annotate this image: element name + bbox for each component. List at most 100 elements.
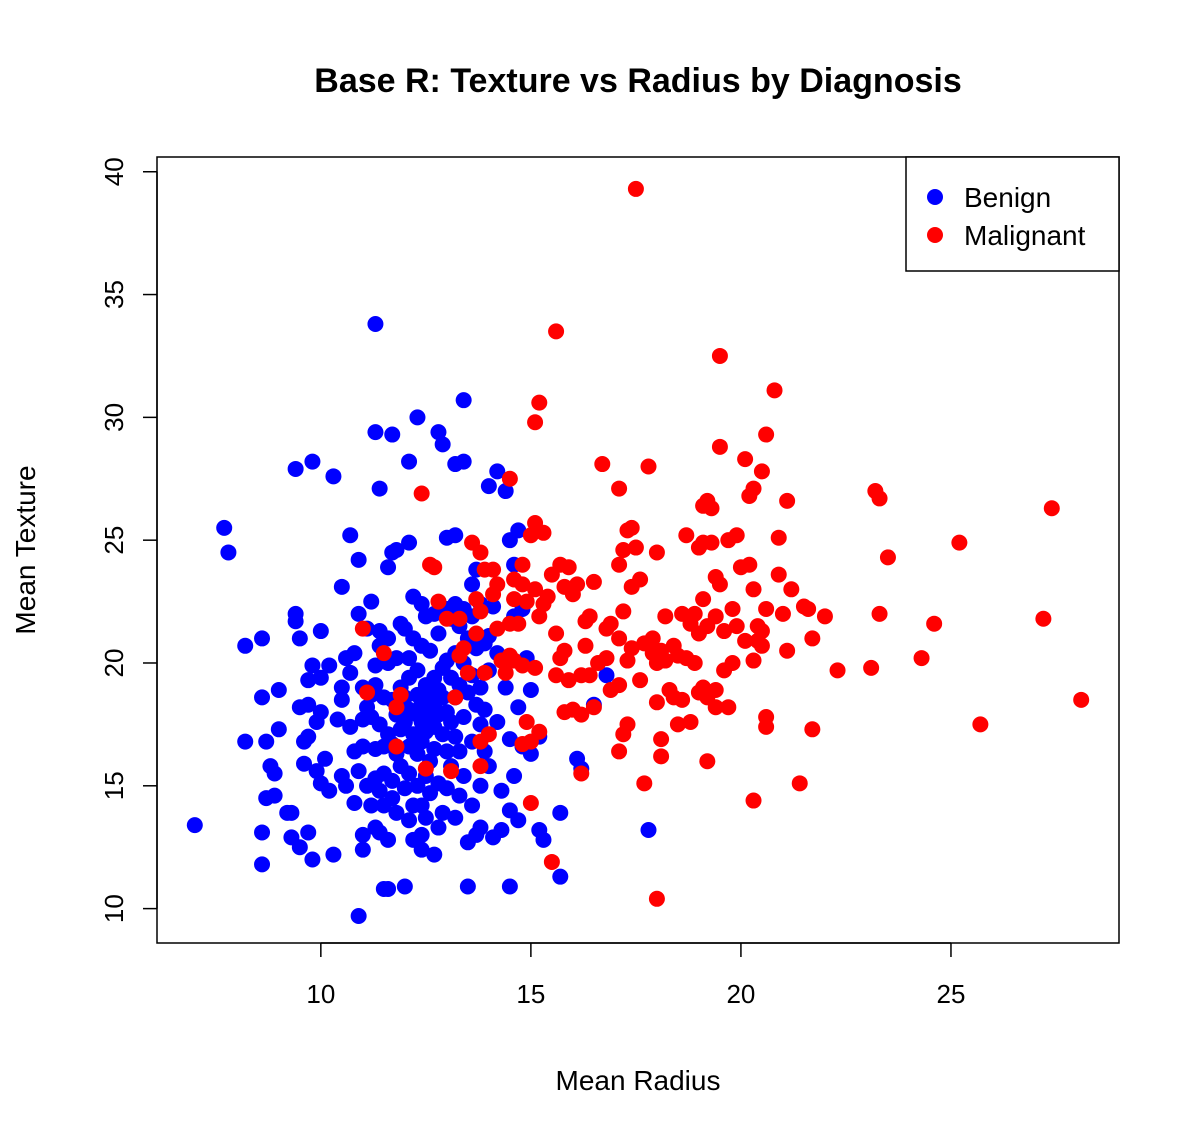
data-point [753, 623, 770, 640]
data-point [472, 544, 489, 561]
data-point [426, 846, 443, 863]
data-point [720, 699, 737, 716]
data-point [388, 542, 405, 558]
data-point [518, 593, 535, 610]
data-point [653, 731, 670, 748]
data-point [766, 382, 783, 399]
data-point [644, 630, 661, 647]
data-point [539, 588, 556, 605]
data-point [581, 608, 598, 625]
data-point [350, 763, 367, 780]
data-point [711, 576, 728, 593]
y-tick-label: 20 [99, 649, 129, 678]
data-point [623, 640, 640, 657]
data-point [560, 559, 577, 576]
data-point [384, 426, 401, 443]
data-point [396, 780, 413, 797]
data-point [648, 890, 665, 907]
data-point [237, 733, 254, 750]
data-point [480, 478, 497, 495]
data-point [468, 625, 485, 642]
data-point [863, 659, 880, 676]
data-point [926, 615, 943, 632]
y-tick-label: 10 [99, 894, 129, 923]
data-point [510, 812, 527, 829]
data-point [216, 519, 233, 536]
data-point [686, 605, 703, 622]
data-point [472, 777, 489, 794]
y-axis: 10 15 20 25 30 35 40 [99, 157, 158, 923]
data-point [711, 438, 728, 455]
data-point [577, 637, 594, 654]
data-point [380, 831, 397, 848]
data-point [493, 782, 510, 799]
data-point [455, 709, 472, 726]
data-point [951, 534, 968, 551]
series-benign [186, 316, 657, 924]
data-point [653, 748, 670, 765]
data-point [522, 527, 539, 544]
data-point [804, 630, 821, 647]
data-point [266, 765, 283, 782]
data-point [623, 519, 640, 536]
data-point [333, 578, 350, 595]
data-point [346, 645, 363, 662]
data-point [464, 576, 481, 593]
data-point [1073, 691, 1090, 708]
data-point [409, 662, 426, 679]
data-point [779, 492, 796, 509]
data-point [531, 608, 548, 625]
data-point [758, 426, 775, 443]
data-point [434, 436, 451, 453]
data-point [506, 767, 523, 784]
data-point [443, 713, 460, 730]
data-point [745, 792, 762, 809]
data-point [325, 846, 342, 863]
data-point [636, 775, 653, 792]
data-point [514, 556, 531, 573]
data-point [266, 787, 283, 804]
data-point [401, 812, 418, 829]
data-point [447, 728, 464, 745]
data-point [816, 608, 833, 625]
data-point [627, 539, 644, 556]
data-point [669, 716, 686, 733]
data-point [518, 713, 535, 730]
data-point [489, 463, 506, 480]
data-point [472, 758, 489, 775]
data-point [270, 721, 287, 738]
data-point [342, 527, 359, 544]
data-point [426, 740, 443, 757]
data-point [401, 765, 418, 782]
data-point [430, 625, 447, 642]
data-point [510, 522, 527, 539]
data-point [417, 760, 434, 777]
data-point [548, 667, 565, 684]
data-point [548, 323, 565, 340]
x-tick-label: 10 [306, 979, 335, 1009]
y-tick-label: 35 [99, 280, 129, 309]
data-point [489, 576, 506, 593]
data-point [510, 699, 527, 716]
data-point [254, 824, 271, 841]
data-point [472, 603, 489, 620]
data-point [779, 642, 796, 659]
data-point [359, 684, 376, 701]
data-point [451, 743, 468, 760]
data-point [354, 841, 371, 858]
legend-box [905, 156, 1120, 272]
data-point [686, 654, 703, 671]
data-point [602, 615, 619, 632]
data-point [338, 777, 355, 794]
data-point [1043, 500, 1060, 517]
y-tick-label: 15 [99, 771, 129, 800]
data-point [371, 782, 388, 799]
data-point [346, 794, 363, 811]
data-point [741, 556, 758, 573]
data-point [254, 856, 271, 873]
data-point [611, 480, 628, 497]
data-point [485, 561, 502, 578]
data-point [186, 817, 203, 834]
data-point [501, 731, 518, 748]
data-point [531, 723, 548, 740]
